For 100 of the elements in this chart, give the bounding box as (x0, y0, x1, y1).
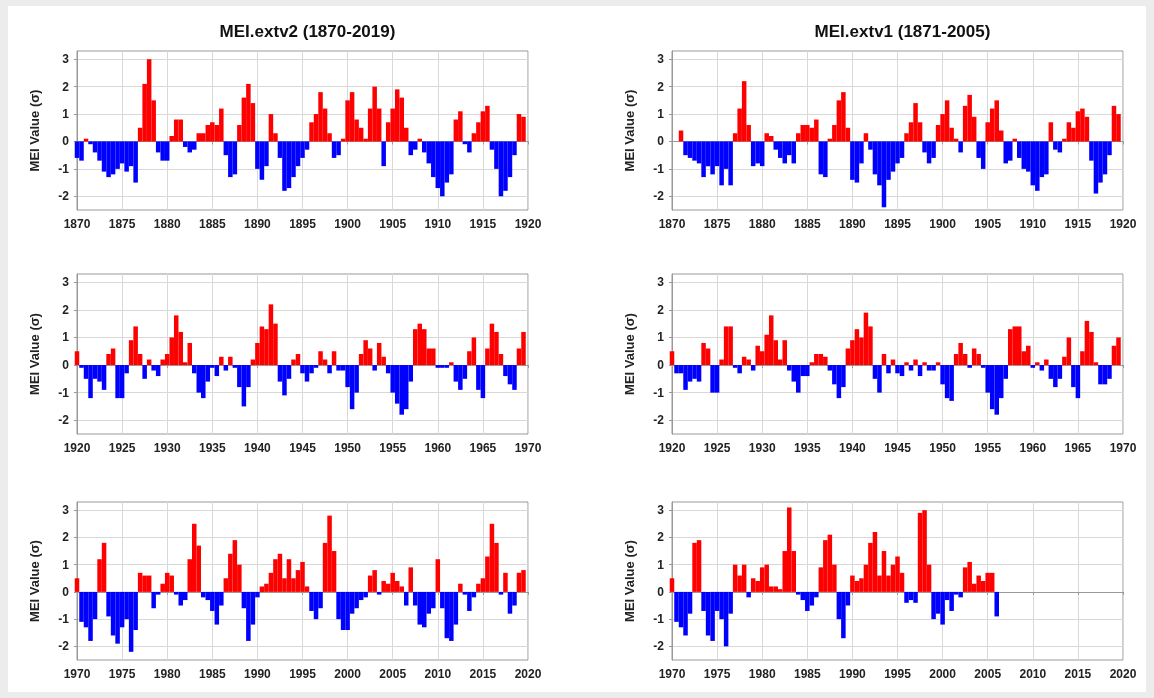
y-tick-label: 0 (657, 134, 665, 149)
bar (967, 561, 972, 592)
y-axis-title: MEI Value (σ) (27, 540, 42, 622)
bar (714, 365, 720, 393)
bar (949, 591, 954, 611)
y-tick-label: 0 (62, 134, 70, 149)
bar (958, 141, 963, 153)
x-tick-label: 1970 (514, 441, 542, 455)
bar (895, 556, 900, 592)
bar (796, 365, 801, 393)
bar (913, 591, 918, 603)
bar (723, 326, 729, 366)
x-tick-label: 1985 (793, 667, 821, 681)
bar (886, 365, 891, 374)
bar (74, 578, 80, 592)
bar (976, 575, 981, 592)
bar (674, 365, 679, 374)
bar (372, 365, 377, 371)
bar (449, 362, 454, 366)
y-tick-label: -1 (58, 161, 70, 176)
x-tick-label: 1920 (63, 441, 91, 455)
bar (971, 348, 977, 366)
y-tick-label: -1 (653, 612, 665, 627)
bar (994, 591, 999, 617)
y-tick-label: 1 (62, 557, 70, 572)
bar (115, 365, 120, 399)
x-tick-label: 1895 (884, 217, 912, 231)
x-tick-label: 1895 (289, 217, 317, 231)
bar (737, 365, 742, 374)
bar (805, 125, 810, 142)
bar (142, 575, 147, 592)
x-tick-label: 1920 (1109, 217, 1137, 231)
y-tick-label: -2 (58, 639, 70, 654)
y-tick-label: 3 (62, 52, 70, 67)
x-tick-label: 1935 (198, 441, 226, 455)
bar (259, 326, 265, 366)
y-tick-label: 2 (657, 79, 665, 94)
bar (187, 342, 193, 366)
bar (498, 591, 504, 595)
x-tick-label: 1915 (1064, 217, 1092, 231)
bar (683, 141, 688, 156)
bar (823, 141, 828, 178)
bar (719, 141, 724, 186)
x-tick-label: 1925 (108, 441, 136, 455)
bar (160, 141, 165, 161)
bar (246, 83, 251, 142)
bar (994, 365, 999, 415)
y-tick-label: -1 (58, 385, 70, 400)
y-tick-label: -2 (58, 413, 70, 428)
bar (683, 365, 688, 390)
bar (850, 575, 855, 592)
x-tick-label: 2010 (1019, 667, 1047, 681)
bar (142, 365, 147, 379)
bar (710, 365, 715, 393)
bar (219, 356, 224, 366)
bar (895, 365, 900, 374)
bar (458, 111, 463, 142)
bar (336, 365, 341, 371)
bar (967, 94, 972, 142)
bar (926, 365, 932, 371)
x-tick-label: 2000 (929, 667, 957, 681)
x-tick-label: 2020 (514, 667, 542, 681)
bar (759, 567, 765, 592)
bar (1026, 345, 1031, 366)
bar (1053, 141, 1058, 150)
bar (841, 591, 846, 639)
bar (958, 591, 963, 598)
x-tick-label: 1870 (658, 217, 686, 231)
bar (805, 365, 810, 377)
bar (1012, 326, 1018, 366)
x-tick-label: 1965 (469, 441, 497, 455)
x-tick-label: 1995 (289, 667, 317, 681)
bar (110, 348, 116, 366)
bar (286, 141, 292, 189)
bar (399, 365, 404, 415)
x-tick-label: 1955 (379, 441, 407, 455)
bar (345, 591, 350, 631)
x-tick-label: 2005 (379, 667, 407, 681)
y-tick-label: -2 (653, 639, 665, 654)
y-tick-label: -1 (58, 612, 70, 627)
bar (444, 365, 450, 368)
y-tick-label: -1 (653, 385, 665, 400)
bar (88, 591, 93, 641)
bar (151, 591, 156, 609)
bar (521, 331, 526, 366)
bar (467, 591, 472, 611)
x-tick-label: 1920 (514, 217, 542, 231)
bar (1008, 329, 1013, 366)
bar (773, 586, 778, 592)
bar (692, 542, 697, 592)
bar (980, 141, 986, 169)
bar (949, 365, 954, 401)
bar (1017, 326, 1022, 366)
bar (904, 362, 909, 366)
x-tick-label: 1880 (153, 217, 181, 231)
y-tick-label: 1 (62, 107, 70, 122)
x-tick-label: 2020 (1109, 667, 1137, 681)
bar (985, 572, 990, 592)
bar (755, 141, 760, 164)
y-tick-label: 3 (657, 503, 665, 518)
